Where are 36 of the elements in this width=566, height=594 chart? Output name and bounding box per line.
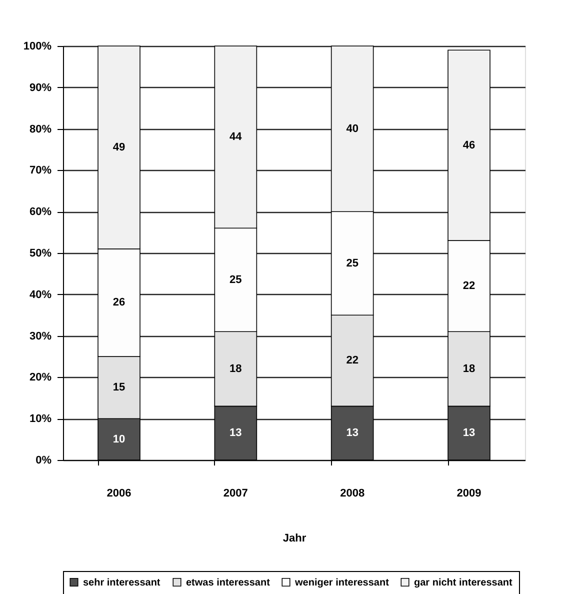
data-label: 26 xyxy=(112,296,126,309)
y-tick-label: 100% xyxy=(23,40,52,52)
y-tick-label: 0% xyxy=(36,454,52,466)
y-tick-label: 90% xyxy=(29,82,52,94)
legend-label: weniger interessant xyxy=(294,577,390,588)
y-tick-label: 10% xyxy=(29,413,52,426)
data-label: 18 xyxy=(462,362,476,375)
x-tick-label: 2006 xyxy=(106,488,132,500)
data-label: 22 xyxy=(346,354,358,367)
x-axis-title: Jahr xyxy=(282,532,307,544)
data-label: 10 xyxy=(112,433,126,446)
y-tick-label: 30% xyxy=(29,330,52,342)
y-tick-label: 60% xyxy=(29,206,52,218)
x-tick-label: 2008 xyxy=(340,488,365,500)
legend-label: etwas interessant xyxy=(186,577,271,588)
y-tick-label: 20% xyxy=(29,372,52,384)
data-label: 44 xyxy=(230,131,243,144)
legend-label: sehr interessant xyxy=(83,577,161,588)
x-tick-label: 2007 xyxy=(223,488,248,500)
data-label: 25 xyxy=(346,257,358,270)
data-label: 40 xyxy=(346,122,358,135)
data-label: 13 xyxy=(230,427,242,440)
data-label: 22 xyxy=(462,280,476,292)
data-label: 25 xyxy=(230,274,242,286)
y-tick-label: 50% xyxy=(29,248,52,260)
data-label: 13 xyxy=(462,427,476,440)
data-label: 49 xyxy=(112,141,126,154)
legend-label: gar nicht interessant xyxy=(414,577,514,588)
y-tick-label: 40% xyxy=(29,288,52,301)
data-label: 15 xyxy=(112,382,126,394)
x-tick-label: 2009 xyxy=(456,488,482,500)
y-tick-label: 70% xyxy=(29,164,52,177)
y-tick-label: 80% xyxy=(29,123,52,136)
data-label: 13 xyxy=(346,427,358,440)
data-label: 46 xyxy=(462,139,476,152)
data-label: 18 xyxy=(230,362,242,375)
